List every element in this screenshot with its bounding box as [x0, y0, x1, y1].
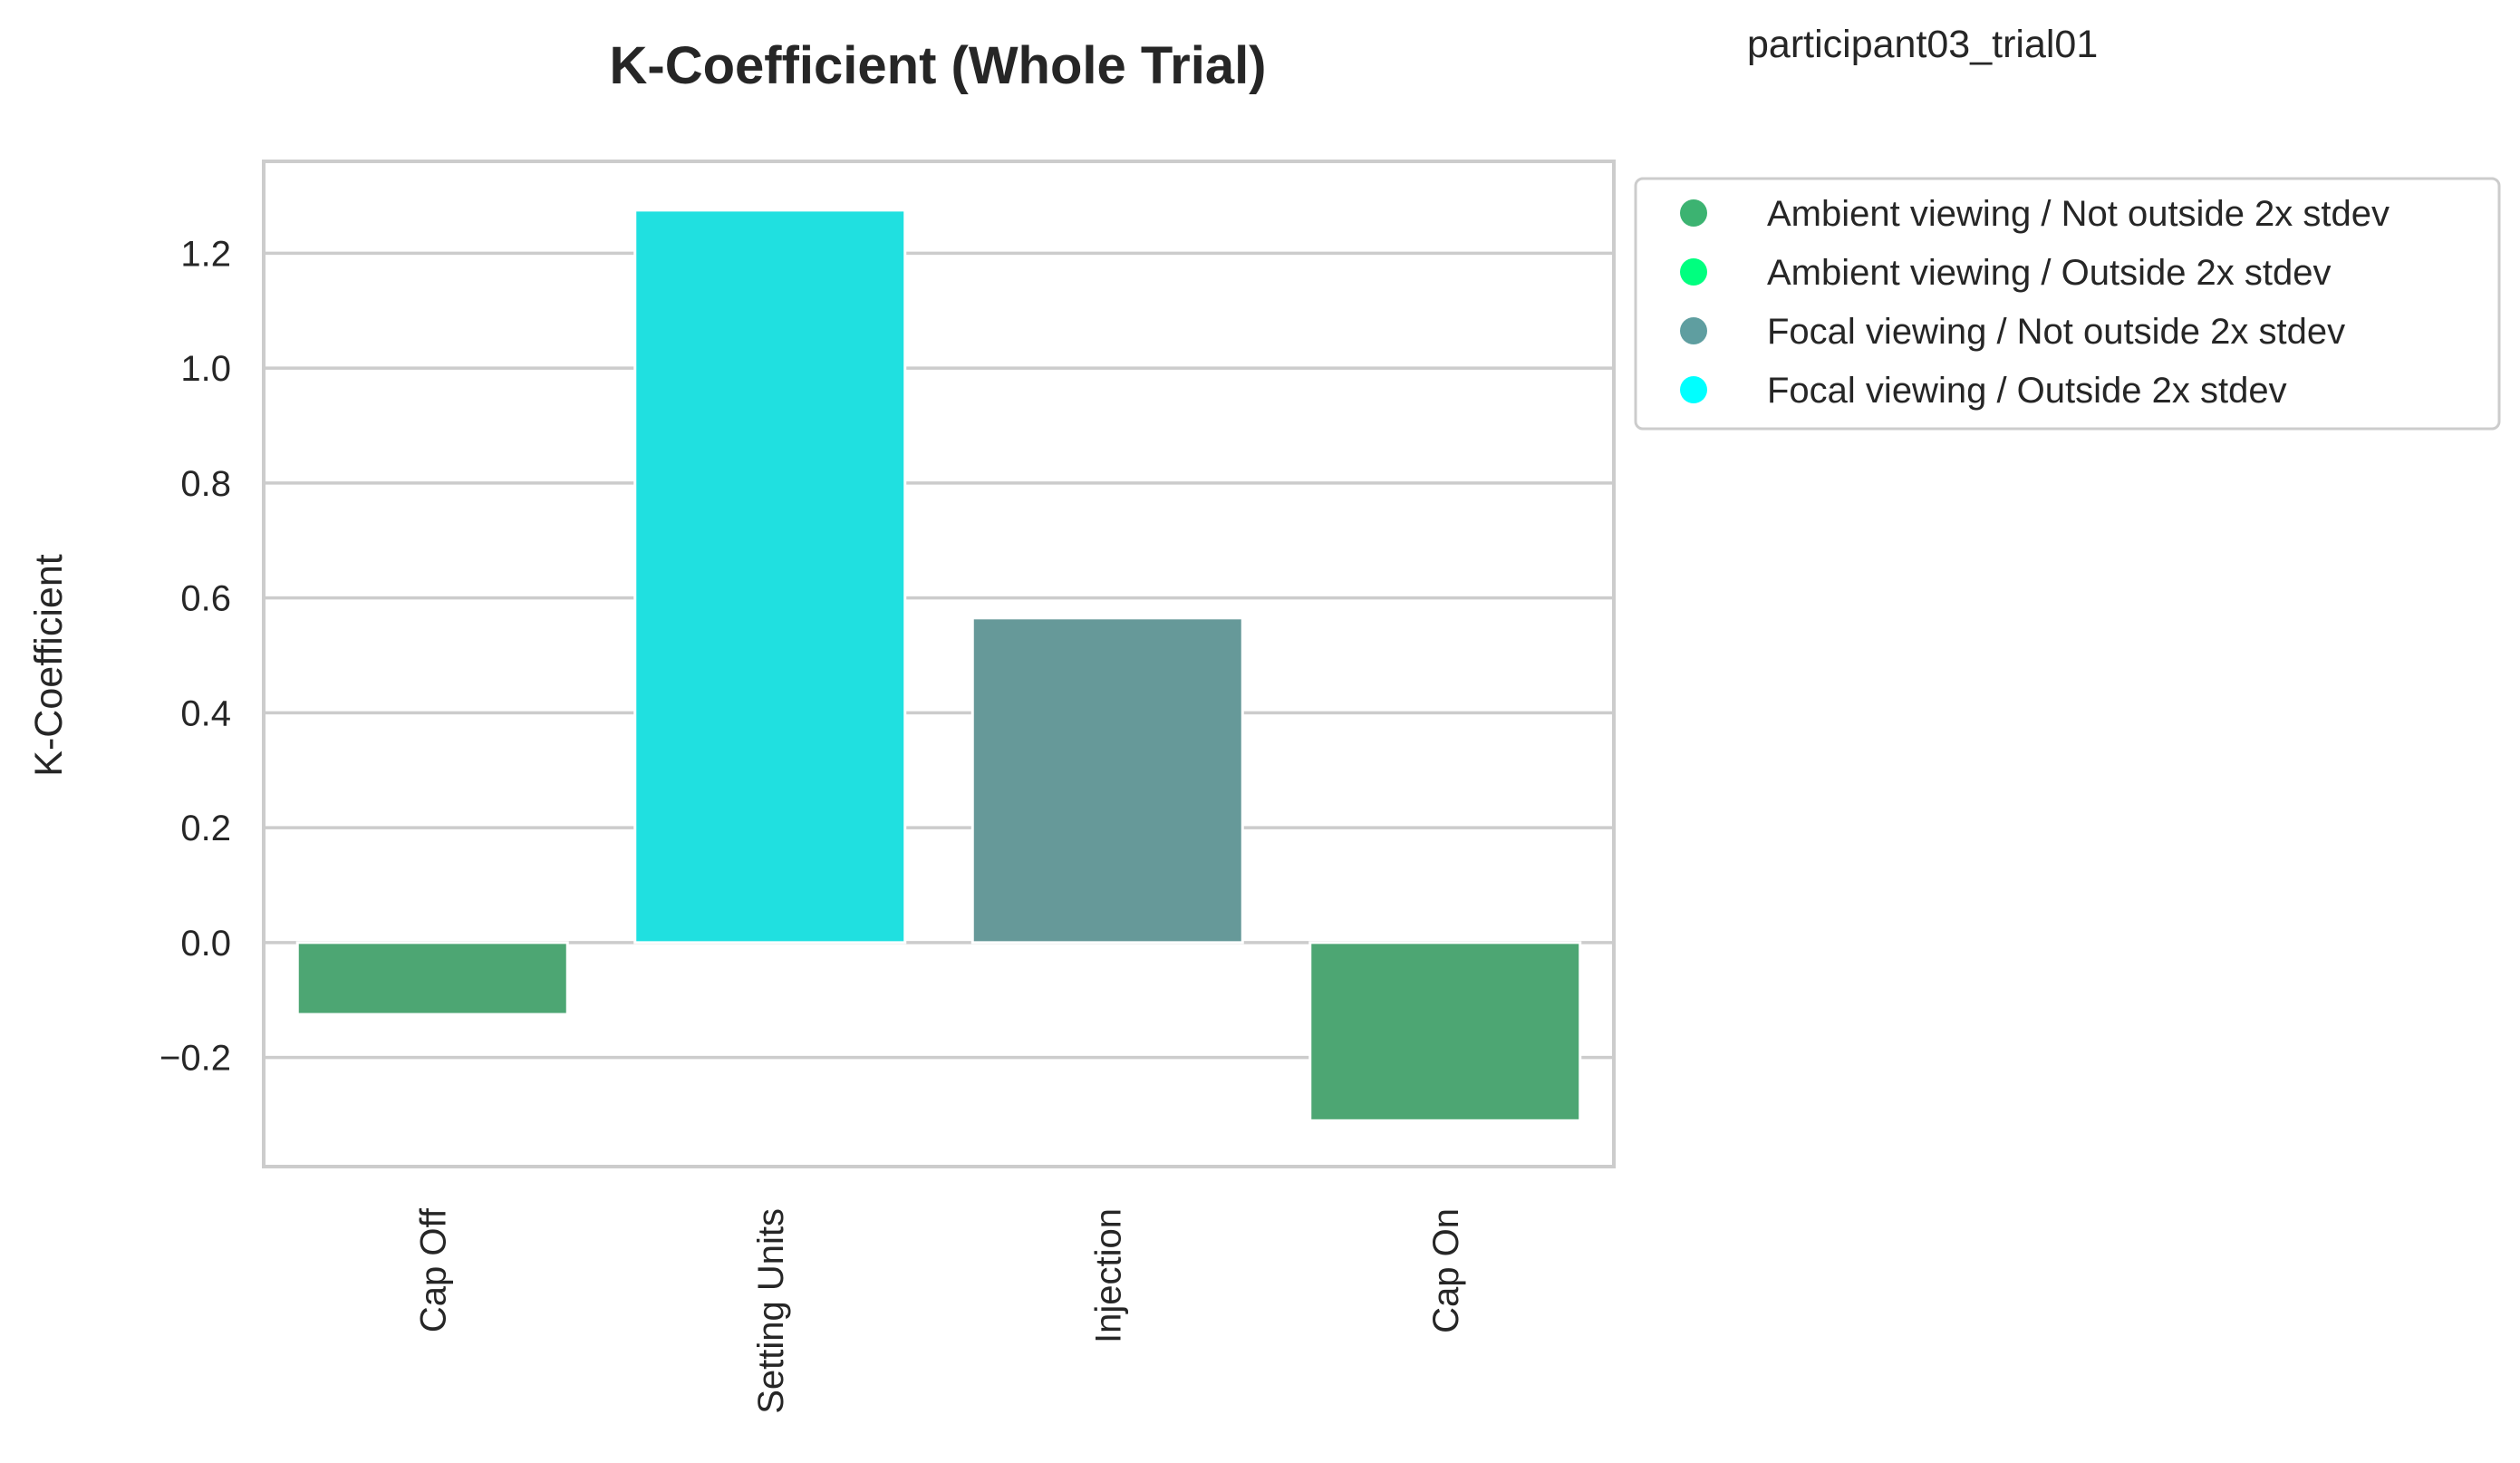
y-tick-label: 1.2 — [180, 234, 231, 274]
x-tick-label: Setting Units — [751, 1208, 791, 1414]
x-ticks: Cap Off Setting Units Injection Cap On — [413, 1207, 1466, 1414]
y-axis-label: K-Coefficient — [27, 554, 71, 776]
plot-frame — [262, 160, 1616, 1168]
legend-label: Ambient viewing / Not outside 2x stdev — [1767, 194, 2390, 234]
legend-label: Ambient viewing / Outside 2x stdev — [1767, 253, 2332, 293]
legend: Ambient viewing / Not outside 2x stdev Am… — [1634, 177, 2501, 431]
bar-injection — [970, 616, 1244, 945]
grid — [264, 251, 1614, 1060]
y-tick-label: 0.2 — [180, 809, 231, 848]
legend-marker — [1680, 376, 1707, 403]
legend-label: Focal viewing / Not outside 2x stdev — [1767, 312, 2345, 352]
bar-setting-units — [633, 208, 907, 945]
bar-cap-on — [1308, 941, 1582, 1122]
legend-frame — [1634, 177, 2501, 431]
legend-label: Focal viewing / Outside 2x stdev — [1767, 371, 2287, 411]
corner-label: participant03_trial01 — [1747, 23, 2098, 66]
bars — [295, 208, 1582, 1122]
y-tick-label: 0.8 — [180, 464, 231, 504]
y-tick-label: 0.6 — [180, 579, 231, 619]
x-tick-label: Cap On — [1426, 1208, 1466, 1333]
y-tick-label: 0.4 — [180, 693, 231, 733]
y-tick-label: 0.0 — [180, 924, 231, 964]
bar-cap-off — [295, 941, 569, 1016]
x-tick-label: Injection — [1088, 1208, 1128, 1343]
legend-marker — [1680, 317, 1707, 344]
legend-marker — [1680, 199, 1707, 227]
y-tick-label: −0.2 — [159, 1039, 231, 1079]
y-ticks: −0.2 0.0 0.2 0.4 0.6 0.8 1.0 1.2 — [159, 234, 231, 1078]
y-tick-label: 1.0 — [180, 349, 231, 389]
x-tick-label: Cap Off — [413, 1207, 453, 1332]
legend-marker — [1680, 258, 1707, 286]
chart-title: K-Coefficient (Whole Trial) — [610, 36, 1267, 95]
